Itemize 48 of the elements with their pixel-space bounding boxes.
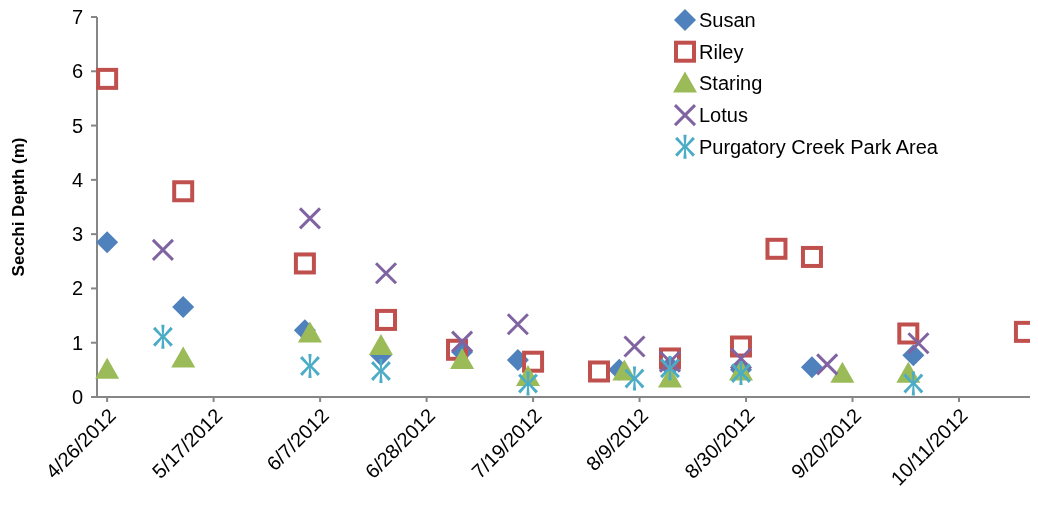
point: [624, 366, 645, 391]
legend-label: Purgatory Creek Park Area: [699, 135, 939, 158]
point: [815, 352, 839, 376]
y-tick-label: 4: [71, 168, 83, 191]
point: [172, 295, 195, 318]
y-tick-label: 2: [71, 277, 83, 300]
y-axis-title: Secchi Depth (m): [9, 137, 28, 277]
point: [800, 245, 823, 268]
y-tick-label: 1: [71, 331, 83, 354]
point: [897, 322, 920, 345]
point: [903, 371, 924, 396]
point: [151, 238, 175, 262]
point: [518, 371, 538, 396]
point: [375, 308, 398, 331]
point: [297, 321, 322, 343]
point: [96, 231, 119, 254]
point: [370, 358, 391, 383]
point: [522, 350, 545, 373]
point: [765, 237, 788, 260]
legend-label: Lotus: [699, 104, 748, 127]
y-tick-label: 7: [71, 6, 83, 28]
y-tick-label: 0: [71, 386, 83, 408]
point: [293, 252, 316, 275]
point: [830, 361, 855, 383]
point: [731, 361, 751, 386]
point: [906, 331, 930, 355]
y-tick-label: 5: [71, 114, 83, 137]
point: [95, 357, 120, 379]
point: [368, 333, 393, 355]
point: [171, 346, 196, 368]
point: [96, 67, 119, 90]
legend-label: Staring: [699, 72, 763, 95]
point: [374, 261, 398, 285]
point: [506, 312, 530, 336]
point: [729, 346, 753, 370]
point: [450, 330, 474, 354]
point: [172, 180, 195, 203]
point: [298, 206, 322, 230]
point: [300, 354, 320, 379]
point: [800, 356, 823, 379]
y-tick-label: 6: [71, 60, 83, 83]
y-tick-label: 3: [71, 223, 83, 246]
point: [450, 348, 475, 370]
legend-label: Susan: [699, 9, 756, 31]
point: [588, 360, 610, 383]
point: [152, 324, 173, 349]
point: [622, 335, 646, 359]
legend-label: Riley: [699, 40, 744, 63]
